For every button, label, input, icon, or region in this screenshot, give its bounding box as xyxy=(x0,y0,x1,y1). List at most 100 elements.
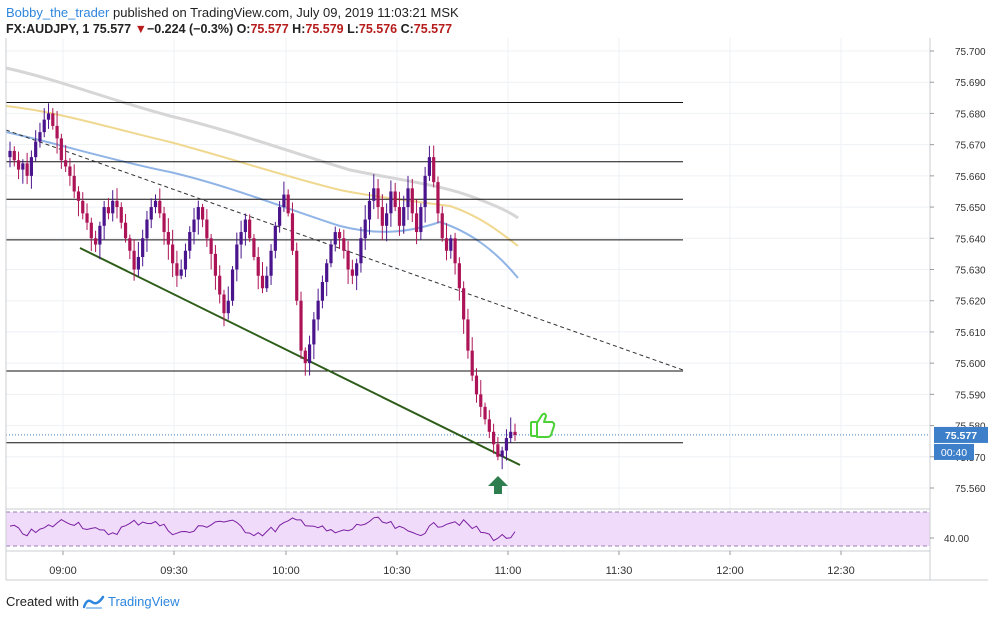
candle xyxy=(34,130,38,162)
candle xyxy=(51,108,55,130)
candle xyxy=(171,229,175,278)
candle-body xyxy=(385,213,389,226)
candle-body xyxy=(260,275,265,289)
symbol-name[interactable]: FX:AUDJPY, 1 xyxy=(6,22,90,36)
tradingview-logo-icon xyxy=(82,595,105,609)
candle-body xyxy=(483,406,487,420)
candle xyxy=(192,207,196,245)
candle-body xyxy=(72,175,76,192)
candle xyxy=(500,446,504,470)
price-chart[interactable]: 75.700 75.690 75.680 75.670 75.660 75.650 75.6… xyxy=(0,0,988,588)
candle-body xyxy=(25,163,29,176)
candle-body xyxy=(419,207,423,233)
support-trendline[interactable] xyxy=(79,247,521,466)
last-price-text: 75.577 xyxy=(92,22,132,36)
candle-body xyxy=(466,319,470,351)
candle xyxy=(385,203,389,242)
last-price-label: 75.577 xyxy=(945,430,977,442)
candle xyxy=(355,258,359,291)
candle xyxy=(68,158,72,186)
candle xyxy=(196,200,200,235)
candle xyxy=(423,166,427,223)
time-tick-label: 12:00 xyxy=(716,565,744,577)
horizontal-levels[interactable] xyxy=(6,102,930,444)
candle-body xyxy=(205,219,209,239)
candle-body xyxy=(325,263,329,282)
candle xyxy=(42,108,46,138)
candle-body xyxy=(329,244,333,264)
moving-averages xyxy=(5,66,519,279)
candle-body xyxy=(68,166,72,176)
thumbs-up-icon[interactable] xyxy=(530,412,556,438)
candle xyxy=(342,229,346,259)
candle-body xyxy=(12,150,16,161)
annotations[interactable] xyxy=(488,412,556,494)
candle-body xyxy=(196,207,200,220)
candle xyxy=(209,234,213,270)
candle-body xyxy=(509,431,513,439)
candle xyxy=(145,210,149,252)
candle-body xyxy=(380,207,384,226)
price-tick-label: 75.640 xyxy=(955,234,986,245)
candle-body xyxy=(209,238,213,254)
time-tick-label: 11:30 xyxy=(606,565,633,577)
candle-body xyxy=(162,213,166,233)
candle-body xyxy=(106,207,111,214)
candle-body xyxy=(474,375,479,395)
tradingview-brand-link[interactable]: TradingView xyxy=(107,594,180,609)
candle xyxy=(158,188,162,219)
candle-body xyxy=(265,275,269,289)
candle-body xyxy=(119,207,123,223)
candle xyxy=(333,226,337,252)
candle xyxy=(436,176,440,224)
candle-body xyxy=(111,200,115,214)
candle xyxy=(402,195,406,234)
candle xyxy=(359,226,363,273)
time-tick-label: 10:00 xyxy=(272,565,300,577)
time-tick-label: 11:00 xyxy=(495,565,522,577)
footer: Created with TradingView xyxy=(6,592,180,612)
candle-body xyxy=(166,232,170,245)
symbol-legend: FX:AUDJPY, 1 75.577 ▼−0.224 (−0.3%) O:75… xyxy=(6,21,976,38)
trend-lines[interactable] xyxy=(5,129,684,466)
candle-body xyxy=(59,138,63,161)
candle xyxy=(453,232,457,275)
candle xyxy=(470,337,474,381)
chart-header: Bobby_the_trader published on TradingVie… xyxy=(6,4,976,38)
candle-body xyxy=(479,394,483,407)
candle xyxy=(59,133,63,169)
candle-body xyxy=(504,438,509,451)
candle-body xyxy=(81,200,85,214)
price-tick-label: 75.660 xyxy=(955,172,986,183)
candle xyxy=(303,347,307,376)
ma-mid-line xyxy=(5,105,519,247)
price-tick-label: 75.600 xyxy=(955,359,986,370)
candle-body xyxy=(500,450,504,457)
price-tick-label: 75.560 xyxy=(955,484,986,495)
candle xyxy=(440,206,444,242)
candle xyxy=(376,179,380,219)
candle-body xyxy=(470,350,474,376)
candle-body xyxy=(299,300,303,351)
time-tick-label: 10:30 xyxy=(383,565,411,577)
candle xyxy=(286,189,290,217)
candle-body xyxy=(449,238,453,251)
candle-body xyxy=(252,238,256,258)
ohlc-value: 75.577 xyxy=(250,22,289,36)
ma-slow-line xyxy=(5,66,519,220)
candle xyxy=(8,141,12,168)
candle-body xyxy=(346,250,350,270)
candle-body xyxy=(149,207,153,220)
candle xyxy=(273,221,277,259)
candle xyxy=(38,122,42,148)
candle-body xyxy=(51,113,55,126)
candle xyxy=(504,429,509,461)
candle-body xyxy=(222,294,226,314)
candle-body xyxy=(34,141,38,158)
up-arrow-icon[interactable] xyxy=(488,476,508,494)
candle xyxy=(183,243,188,278)
candle xyxy=(337,228,342,249)
candle-body xyxy=(158,200,162,214)
author-link[interactable]: Bobby_the_trader xyxy=(6,5,110,20)
candle xyxy=(55,111,59,154)
